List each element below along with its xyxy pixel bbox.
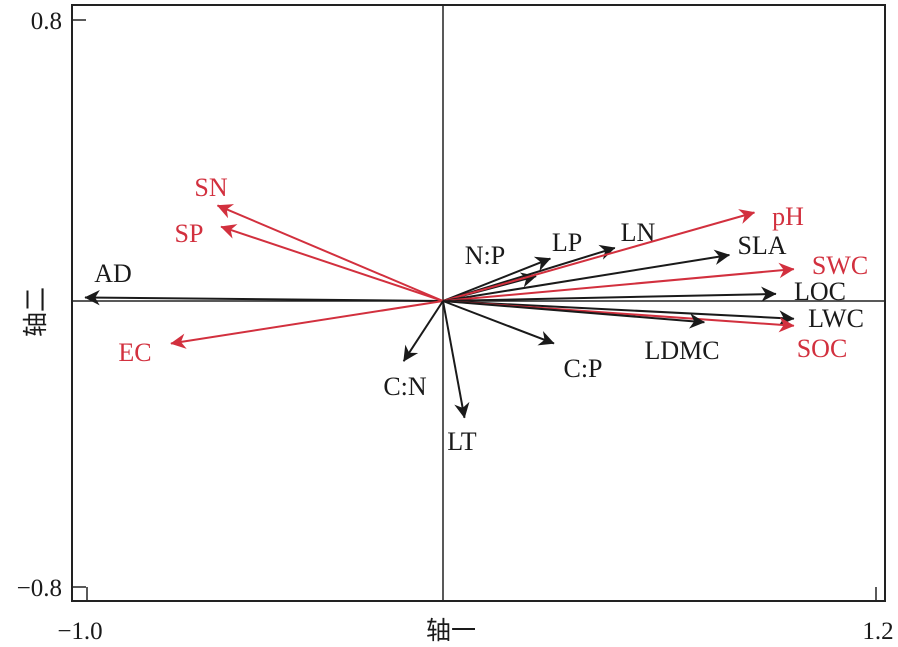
vector-arrow-lt: [442, 300, 470, 419]
x-axis-label: 轴一: [426, 617, 476, 645]
plot-frame: [71, 4, 886, 602]
vector-label-ldmc: LDMC: [644, 336, 719, 365]
vector-label-lt: LT: [447, 427, 476, 456]
vector-label-lp: LP: [552, 228, 582, 257]
x-tick-label-right: 1.2: [862, 618, 893, 645]
vector-arrow-sn: [216, 204, 444, 302]
vector-label-c-p: C:P: [563, 354, 602, 383]
vector-label-sn: SN: [194, 173, 227, 202]
vector-arrow-c-n: [402, 300, 444, 362]
vector-label-swc: SWC: [812, 251, 868, 280]
vector-label-c-n: C:N: [383, 372, 427, 401]
vector-arrow-sp: [220, 224, 444, 302]
y-tick-label-bottom: −0.8: [17, 575, 62, 602]
vector-label-ph: pH: [772, 202, 804, 231]
vector-label-soc: SOC: [797, 334, 848, 363]
vector-arrow-ec: [170, 300, 444, 349]
vector-arrow-lwc: [442, 300, 795, 326]
vector-label-loc: LOC: [794, 277, 846, 306]
vector-label-sla: SLA: [737, 231, 786, 260]
x-tick-label-left: −1.0: [57, 618, 102, 645]
vector-arrow-c-p: [442, 300, 555, 346]
y-axis-label: 轴二: [22, 287, 50, 337]
vector-arrow-ad: [84, 289, 444, 306]
vector-arrow-loc: [442, 286, 777, 302]
vector-label-sp: SP: [175, 219, 204, 248]
vector-arrow-lp: [442, 256, 551, 302]
vector-arrow-swc: [442, 262, 795, 302]
vector-arrow-ph: [442, 209, 756, 302]
vector-label-ec: EC: [118, 338, 151, 367]
vector-arrow-ldmc: [442, 300, 705, 329]
vector-arrow-sla: [442, 249, 731, 302]
vector-label-n-p: N:P: [465, 241, 505, 270]
vector-label-ad: AD: [94, 259, 132, 288]
y-tick-label-top: 0.8: [31, 8, 62, 35]
vector-label-lwc: LWC: [808, 304, 864, 333]
